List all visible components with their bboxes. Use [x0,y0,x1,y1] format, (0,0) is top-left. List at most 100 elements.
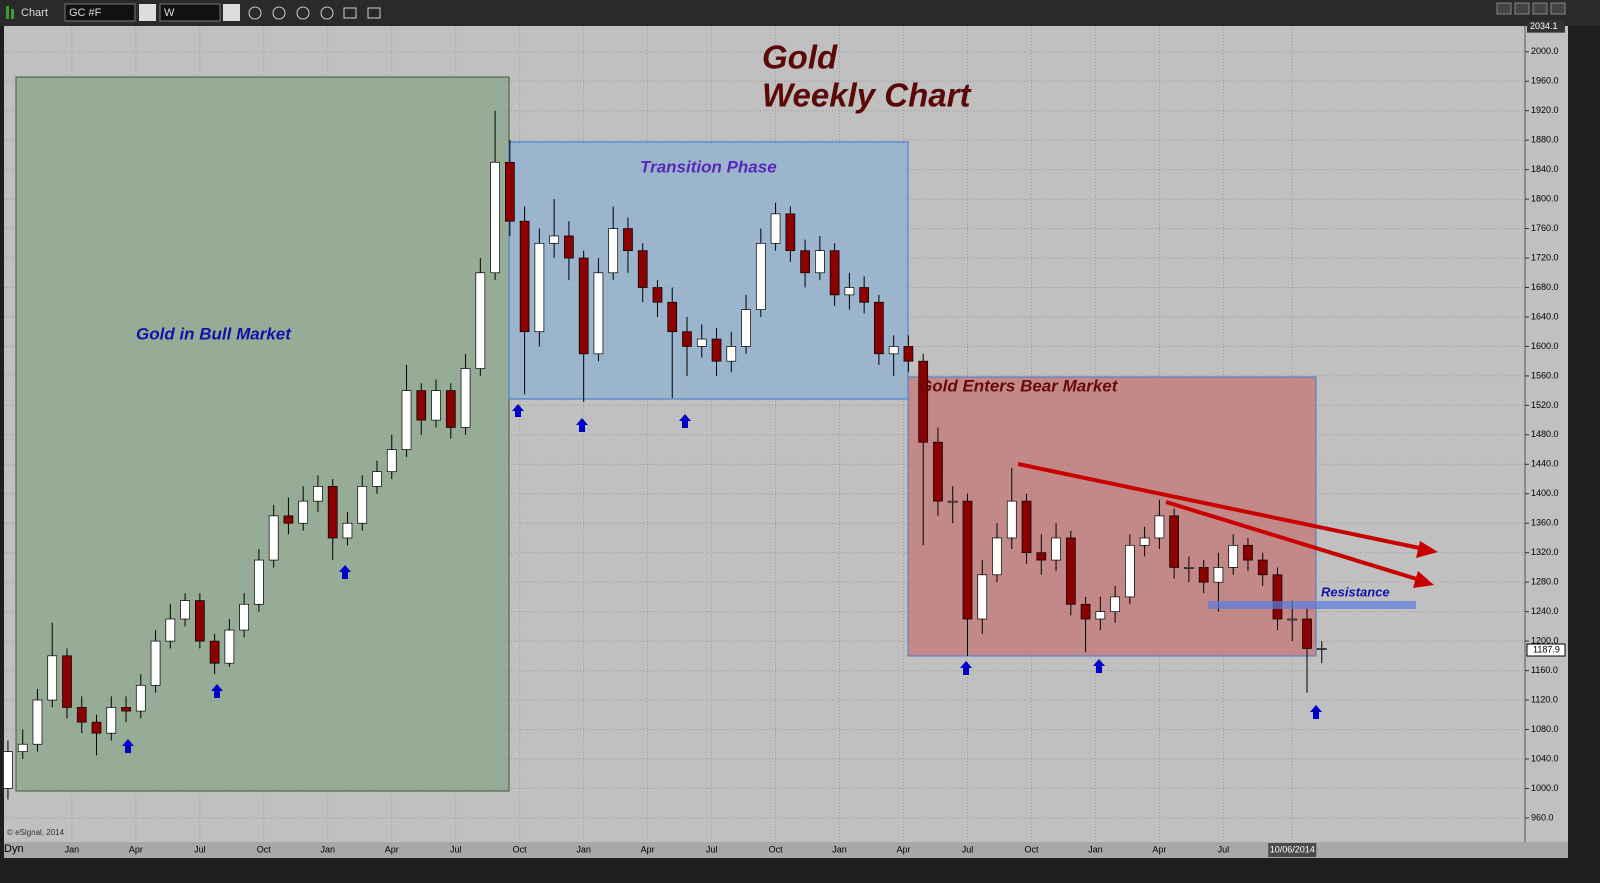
y-tick-label: 1200.0 [1531,635,1559,645]
interval-box[interactable] [159,3,221,22]
tool-button[interactable] [343,7,357,19]
y-tick-label: 1480.0 [1531,429,1559,439]
candle-body [741,309,751,347]
axis-top-box [1527,20,1565,33]
candle-body [844,287,855,296]
bull-zone [15,76,510,792]
candle-body [859,287,869,303]
tool-button[interactable] [296,6,310,20]
candle-body [800,250,810,274]
candle-body [298,500,309,524]
candle-body [194,600,205,642]
resistance-label: Resistance [1321,584,1390,599]
symbol[interactable]: GC #F [69,7,102,19]
trend-line [1165,500,1421,582]
y-tick-label: 1080.0 [1531,724,1559,734]
interval[interactable]: W [164,7,175,19]
candle-body [445,390,456,428]
candle-body [3,751,13,789]
candle-body [962,500,973,620]
candle-body [357,486,368,524]
arrow [1093,659,1105,673]
candle-body [313,486,323,502]
app-icon [6,6,9,19]
y-tick-label: 1160.0 [1531,665,1558,675]
arrow [1310,705,1322,719]
y-tick-label: 1600.0 [1531,341,1559,351]
candle-body [416,390,427,421]
chart-subtitle: Weekly Chart [762,77,972,114]
zone-label: Gold Enters Bear Market [919,376,1119,395]
window-button[interactable] [1496,2,1512,15]
window-button[interactable] [1514,2,1530,15]
candle-body [76,707,87,723]
arrow [122,739,134,753]
x-tick-label: Jul [962,844,974,854]
candle-body [268,515,279,561]
tool-button[interactable] [272,6,286,20]
chart-title: Gold [762,39,838,76]
close-button[interactable] [1550,2,1566,15]
tool-button[interactable] [248,6,262,20]
candle-body [150,640,161,686]
transition-zone [508,141,909,400]
candle-body [947,500,958,503]
candle-body [711,338,722,362]
candle-body [1095,611,1106,620]
candle-body [224,629,235,664]
candle-body [1302,618,1312,649]
y-tick-label: 1560.0 [1531,370,1559,380]
x-tick-label: Oct [1024,844,1039,854]
tool-button[interactable] [320,6,334,20]
arrow [576,418,588,432]
zone-label: Transition Phase [640,157,777,176]
candle-body [47,655,58,701]
date-highlight [1268,843,1317,857]
candle-body [1051,537,1061,561]
settings-button[interactable] [139,4,156,21]
candle-body [1036,552,1047,561]
candle-body [903,346,914,362]
candle-body [785,213,796,252]
window-button[interactable] [1532,2,1548,15]
candle-body [342,522,353,539]
clock-button[interactable] [223,4,240,21]
candle-body [1006,500,1017,539]
candle-body [431,390,441,421]
candle-body [992,537,1002,576]
candle-body [17,743,28,752]
x-tick-label: Apr [1152,844,1166,854]
candle-body [1125,544,1135,598]
candle-body [770,213,781,244]
x-tick-label: Apr [897,844,911,854]
candle-body [815,250,825,274]
last-price-label: 1187.9 [1533,644,1560,654]
candle-body [755,242,766,310]
x-tick-label: Apr [129,844,143,854]
tool-button[interactable] [367,7,381,19]
candle-body [534,242,545,333]
x-tick-label: Jul [450,844,462,854]
x-tick-label: Jul [706,844,718,854]
candle-body [1213,567,1224,583]
y-tick-label: 1360.0 [1531,518,1559,528]
arrow [679,414,691,428]
candle-body [918,360,929,443]
candle-body [165,618,176,642]
app-icon [11,9,14,19]
candle-body [593,272,604,355]
candle-body [475,272,486,369]
candle-body [91,721,102,734]
candle-body [1228,544,1239,568]
y-tick-label: 1000.0 [1531,783,1559,793]
candle-body [1184,567,1194,569]
candle-body [180,600,190,620]
symbol-box[interactable] [64,3,136,22]
candle-body [32,699,43,745]
y-tick-label: 1800.0 [1531,193,1559,203]
x-tick-label: Oct [513,844,528,854]
candle-body [1021,500,1032,554]
x-tick-label: 10/06/2014 [1270,844,1315,854]
candle-body [564,235,574,259]
